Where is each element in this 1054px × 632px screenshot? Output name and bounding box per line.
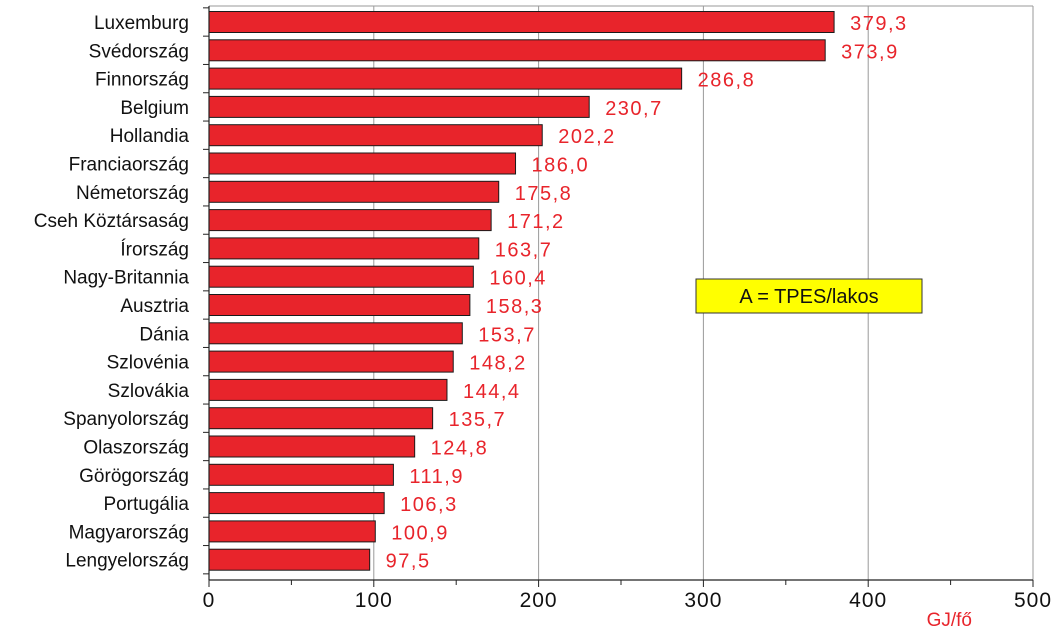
x-tick-label-0: 0 — [203, 589, 216, 612]
x-tick-label-300: 300 — [684, 589, 722, 612]
value-label-4: 202,2 — [558, 126, 616, 148]
x-tick-label-100: 100 — [355, 589, 393, 612]
category-label-6: Németország — [76, 183, 189, 204]
category-label-5: Franciaország — [69, 155, 189, 176]
value-label-7: 171,2 — [507, 211, 565, 233]
bar-2 — [208, 67, 683, 90]
annotation-layer: A = TPES/lakos — [695, 278, 923, 314]
value-label-10: 158,3 — [486, 296, 544, 318]
x-tick-label-400: 400 — [849, 589, 887, 612]
bar-4 — [208, 124, 543, 147]
bar-14 — [208, 407, 434, 430]
category-label-17: Portugália — [103, 494, 189, 515]
value-label-1: 373,9 — [841, 41, 899, 63]
bar-17 — [208, 492, 385, 515]
category-label-7: Cseh Köztársaság — [34, 211, 189, 232]
annotation-box — [695, 278, 923, 314]
category-label-layer: Luxemburg Svédország Finnország Belgium Holl… — [34, 13, 190, 572]
category-label-19: Lengyelország — [65, 551, 189, 572]
category-label-14: Spanyolország — [63, 409, 189, 430]
value-label-17: 106,3 — [400, 494, 458, 516]
value-label-3: 230,7 — [605, 98, 663, 120]
bar-6 — [208, 180, 500, 203]
bar-7 — [208, 209, 492, 232]
category-label-15: Olaszország — [83, 438, 189, 459]
bar-12 — [208, 350, 454, 373]
bar-1 — [208, 39, 826, 62]
axis-layer: 0 100 200 300 400 500 — [203, 6, 1052, 612]
value-label-13: 144,4 — [463, 381, 521, 403]
bar-layer — [208, 11, 835, 571]
bar-15 — [208, 435, 416, 458]
x-axis-unit-label: GJ/fő — [927, 610, 972, 631]
value-label-5: 186,0 — [532, 155, 590, 177]
category-label-3: Belgium — [120, 98, 189, 119]
bar-3 — [208, 95, 590, 118]
value-label-12: 148,2 — [469, 353, 527, 375]
category-label-10: Ausztria — [120, 296, 189, 317]
bar-16 — [208, 463, 394, 486]
category-label-9: Nagy-Britannia — [63, 268, 189, 289]
bar-5 — [208, 152, 517, 175]
value-label-9: 160,4 — [489, 268, 547, 290]
x-tick-label-200: 200 — [520, 589, 558, 612]
value-label-18: 100,9 — [391, 522, 449, 544]
value-label-6: 175,8 — [515, 183, 573, 205]
category-label-18: Magyarország — [69, 522, 189, 543]
category-label-4: Hollandia — [110, 126, 190, 147]
value-label-layer: 379,3 373,9 286,8 230,7 202,2 186,0 175,8 171,2… — [386, 13, 908, 573]
bar-18 — [208, 520, 376, 543]
value-label-2: 286,8 — [698, 70, 756, 92]
bar-11 — [208, 322, 463, 345]
value-label-11: 153,7 — [478, 324, 536, 346]
bar-8 — [208, 237, 480, 260]
bar-10 — [208, 294, 471, 316]
category-label-11: Dánia — [139, 324, 189, 345]
value-label-0: 379,3 — [850, 13, 908, 35]
value-label-19: 97,5 — [386, 551, 431, 573]
bar-0 — [208, 11, 835, 33]
annotation-text: A = TPES/lakos — [739, 286, 878, 308]
x-tick-label-500: 500 — [1014, 589, 1052, 612]
category-label-13: Szlovákia — [108, 381, 190, 402]
value-label-16: 111,9 — [409, 466, 464, 488]
category-label-8: Írország — [120, 239, 189, 260]
category-label-12: Szlovénia — [107, 353, 190, 374]
category-label-2: Finnország — [95, 70, 189, 91]
category-label-1: Svédország — [89, 41, 189, 62]
category-label-16: Görögország — [79, 466, 189, 487]
value-label-14: 135,7 — [449, 409, 507, 431]
value-label-8: 163,7 — [495, 239, 553, 261]
value-label-15: 124,8 — [431, 438, 489, 460]
bar-13 — [208, 378, 448, 401]
category-label-0: Luxemburg — [94, 13, 189, 34]
bar-19 — [208, 548, 371, 571]
bar-9 — [208, 265, 474, 288]
